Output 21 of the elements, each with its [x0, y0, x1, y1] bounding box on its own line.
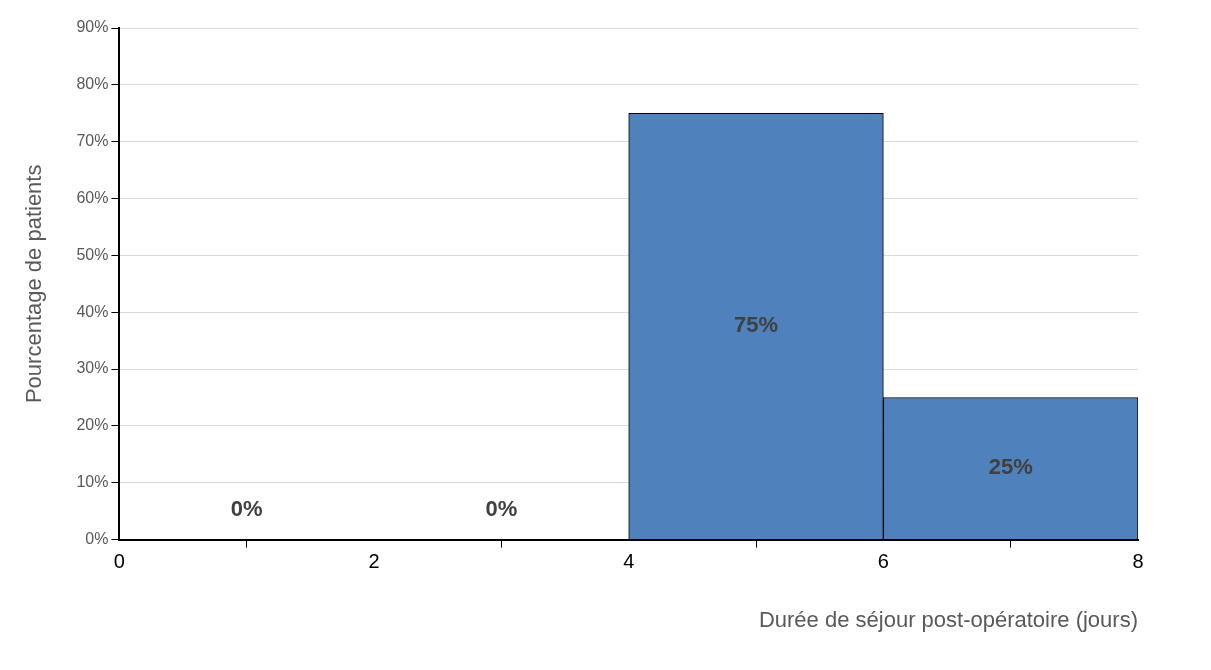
data-label: 0%: [230, 495, 263, 521]
x-tick-label: 8: [1132, 550, 1144, 573]
x-tick-label: 6: [877, 550, 889, 573]
data-label: 25%: [988, 454, 1033, 480]
y-tick-label: 40%: [76, 302, 109, 320]
y-axis-title: Pourcentage de patients: [21, 164, 47, 404]
x-tick-label: 0: [113, 550, 125, 573]
y-tick-label: 10%: [76, 473, 109, 491]
y-tick-label: 60%: [76, 188, 109, 206]
y-tick-label: 90%: [76, 18, 109, 36]
y-tick-label: 70%: [76, 132, 109, 150]
x-axis-title: Durée de séjour post-opératoire (jours): [758, 606, 1138, 632]
x-tick-label: 2: [368, 550, 380, 573]
data-label: 0%: [485, 495, 518, 521]
data-label: 75%: [734, 312, 779, 338]
y-tick-label: 20%: [76, 416, 109, 434]
y-tick-label: 0%: [85, 530, 109, 548]
x-tick-label: 4: [623, 550, 635, 573]
y-tick-label: 50%: [76, 245, 109, 263]
y-tick-label: 80%: [76, 75, 109, 93]
y-tick-label: 30%: [76, 359, 109, 377]
